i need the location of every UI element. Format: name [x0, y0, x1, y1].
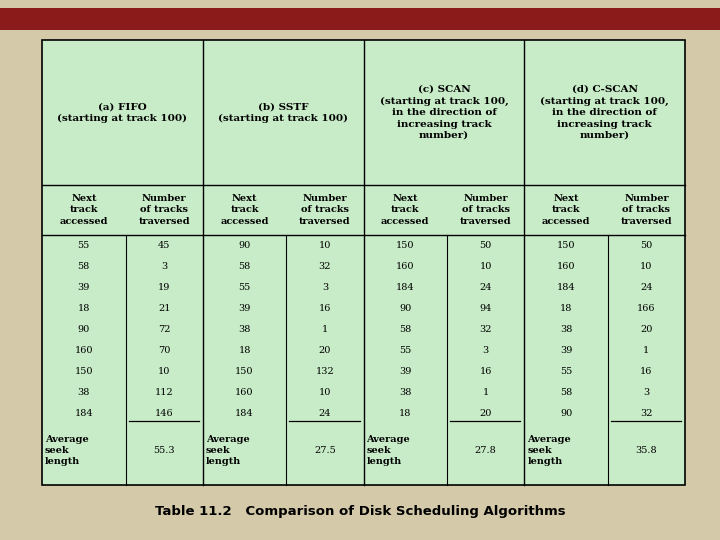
- Text: 184: 184: [235, 409, 254, 418]
- Text: 32: 32: [480, 325, 492, 334]
- Text: Table 11.2   Comparison of Disk Scheduling Algorithms: Table 11.2 Comparison of Disk Scheduling…: [155, 505, 565, 518]
- Text: Next
track
accessed: Next track accessed: [541, 194, 590, 226]
- Text: 18: 18: [560, 304, 572, 313]
- Text: 39: 39: [78, 283, 90, 292]
- Text: Next
track
accessed: Next track accessed: [220, 194, 269, 226]
- Text: 50: 50: [480, 241, 492, 250]
- Text: Number
of tracks
traversed: Number of tracks traversed: [138, 194, 190, 226]
- Text: 1: 1: [482, 388, 489, 397]
- Text: 160: 160: [235, 388, 253, 397]
- Text: 10: 10: [480, 262, 492, 271]
- Text: 3: 3: [643, 388, 649, 397]
- Text: 3: 3: [322, 283, 328, 292]
- Text: 55: 55: [399, 346, 411, 355]
- Text: (a) FIFO
(starting at track 100): (a) FIFO (starting at track 100): [58, 102, 187, 123]
- Bar: [42, 40, 685, 485]
- Text: Next
track
accessed: Next track accessed: [60, 194, 108, 226]
- Text: 32: 32: [640, 409, 652, 418]
- Text: 70: 70: [158, 346, 171, 355]
- Text: Average
seek
length: Average seek length: [206, 435, 250, 467]
- Text: 150: 150: [396, 241, 415, 250]
- Text: 112: 112: [155, 388, 174, 397]
- Text: 50: 50: [640, 241, 652, 250]
- Text: Next
track
accessed: Next track accessed: [381, 194, 430, 226]
- Text: 90: 90: [238, 241, 251, 250]
- Text: (d) C-SCAN
(starting at track 100,
in the direction of
increasing track
number): (d) C-SCAN (starting at track 100, in th…: [540, 85, 669, 140]
- Text: Average
seek
length: Average seek length: [527, 435, 571, 467]
- Text: 146: 146: [155, 409, 174, 418]
- Text: 90: 90: [560, 409, 572, 418]
- Text: 1: 1: [322, 325, 328, 334]
- Text: 55.3: 55.3: [153, 446, 175, 455]
- Text: 20: 20: [480, 409, 492, 418]
- Text: 150: 150: [75, 367, 93, 376]
- Text: 16: 16: [480, 367, 492, 376]
- Text: 32: 32: [319, 262, 331, 271]
- Text: 150: 150: [235, 367, 253, 376]
- Text: 35.8: 35.8: [636, 446, 657, 455]
- Text: 55: 55: [560, 367, 572, 376]
- Text: 16: 16: [319, 304, 331, 313]
- Text: 72: 72: [158, 325, 171, 334]
- Text: 10: 10: [158, 367, 171, 376]
- Text: (c) SCAN
(starting at track 100,
in the direction of
increasing track
number): (c) SCAN (starting at track 100, in the …: [379, 85, 508, 140]
- Text: 20: 20: [319, 346, 331, 355]
- Text: 3: 3: [161, 262, 167, 271]
- Text: 27.5: 27.5: [314, 446, 336, 455]
- Text: 160: 160: [396, 262, 415, 271]
- Text: 24: 24: [480, 283, 492, 292]
- Text: Average
seek
length: Average seek length: [366, 435, 410, 467]
- Text: 10: 10: [319, 388, 331, 397]
- Text: 55: 55: [238, 283, 251, 292]
- Text: 132: 132: [315, 367, 334, 376]
- Text: 160: 160: [75, 346, 93, 355]
- Text: 18: 18: [78, 304, 90, 313]
- Text: 10: 10: [319, 241, 331, 250]
- Text: 38: 38: [238, 325, 251, 334]
- Text: 24: 24: [640, 283, 652, 292]
- Text: 58: 58: [560, 388, 572, 397]
- Text: 160: 160: [557, 262, 575, 271]
- Text: (b) SSTF
(starting at track 100): (b) SSTF (starting at track 100): [218, 102, 348, 123]
- Text: 39: 39: [399, 367, 412, 376]
- Text: 21: 21: [158, 304, 171, 313]
- Text: 184: 184: [396, 283, 415, 292]
- Text: 38: 38: [399, 388, 412, 397]
- Text: 18: 18: [399, 409, 412, 418]
- Text: 10: 10: [640, 262, 652, 271]
- Text: Number
of tracks
traversed: Number of tracks traversed: [621, 194, 672, 226]
- Text: 3: 3: [482, 346, 489, 355]
- Text: 38: 38: [78, 388, 90, 397]
- Text: 150: 150: [557, 241, 575, 250]
- Text: 18: 18: [238, 346, 251, 355]
- Text: 1: 1: [643, 346, 649, 355]
- Text: 19: 19: [158, 283, 171, 292]
- Text: Average
seek
length: Average seek length: [45, 435, 89, 467]
- Text: Number
of tracks
traversed: Number of tracks traversed: [299, 194, 351, 226]
- Text: 39: 39: [238, 304, 251, 313]
- Text: 16: 16: [640, 367, 652, 376]
- Text: 20: 20: [640, 325, 652, 334]
- Text: 184: 184: [557, 283, 575, 292]
- Text: 166: 166: [637, 304, 656, 313]
- Text: 94: 94: [480, 304, 492, 313]
- Text: 58: 58: [78, 262, 90, 271]
- Text: Number
of tracks
traversed: Number of tracks traversed: [460, 194, 511, 226]
- Text: 184: 184: [74, 409, 93, 418]
- Text: 45: 45: [158, 241, 171, 250]
- Text: 58: 58: [399, 325, 411, 334]
- Text: 55: 55: [78, 241, 90, 250]
- Text: 58: 58: [238, 262, 251, 271]
- Text: 39: 39: [560, 346, 572, 355]
- Text: 27.8: 27.8: [474, 446, 497, 455]
- Text: 90: 90: [78, 325, 90, 334]
- Bar: [0, 8, 720, 30]
- Text: 24: 24: [319, 409, 331, 418]
- Text: 90: 90: [399, 304, 411, 313]
- Text: 38: 38: [560, 325, 572, 334]
